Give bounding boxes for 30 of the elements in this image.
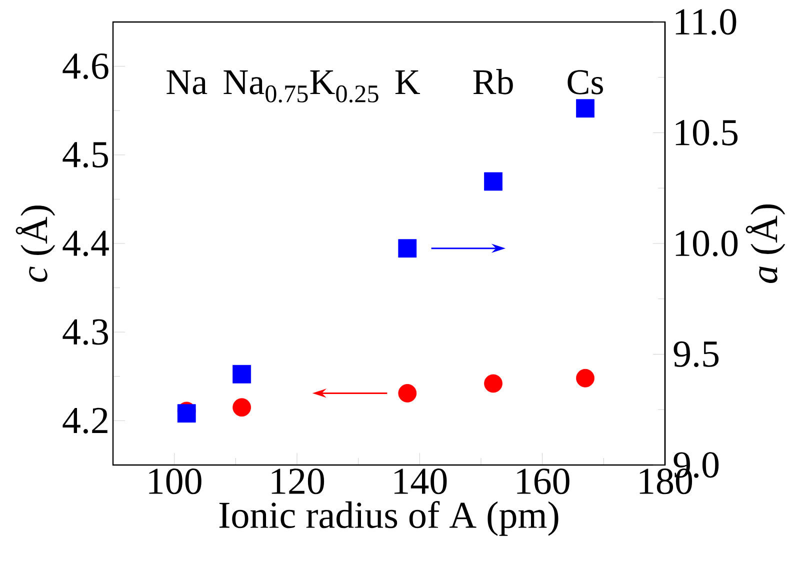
x-axis-title: Ionic radius of A (pm) [219, 501, 558, 536]
annotation: Rb [473, 69, 513, 94]
point [398, 239, 417, 258]
y2-tick-label: 10.5 [676, 120, 738, 146]
point [484, 374, 502, 393]
annotation: Na$_{0.75}$K$_{0.25}$ [224, 70, 378, 103]
x-tick-label: 100 [149, 468, 202, 494]
y2-tick-label: 11.0 [676, 9, 736, 35]
y-axis-title: c (Å) [16, 206, 56, 282]
y-tick-label: 4.3 [62, 319, 108, 345]
point [576, 99, 594, 118]
annotation: K [395, 70, 420, 94]
y-tick-label: 4.5 [62, 142, 108, 168]
point [484, 172, 502, 191]
point [177, 404, 196, 423]
point [232, 364, 252, 384]
y-tick-label: 4.4 [62, 230, 109, 256]
annotation: Na [166, 70, 208, 94]
x-tick-label: 120 [272, 468, 324, 494]
y2-tick-label: 10.0 [676, 230, 738, 256]
x-tick-label: 160 [517, 468, 570, 494]
point [232, 398, 252, 417]
y2-axis-title: a (Å) [746, 204, 786, 283]
annotation: Cs [568, 70, 603, 94]
x-tick-label: 140 [394, 468, 447, 494]
y-tick-label: 4.2 [62, 408, 108, 434]
point [398, 384, 417, 402]
y2-tick-label: 9.5 [674, 341, 719, 368]
y-tick-label: 4.6 [62, 53, 108, 80]
point [576, 368, 594, 388]
